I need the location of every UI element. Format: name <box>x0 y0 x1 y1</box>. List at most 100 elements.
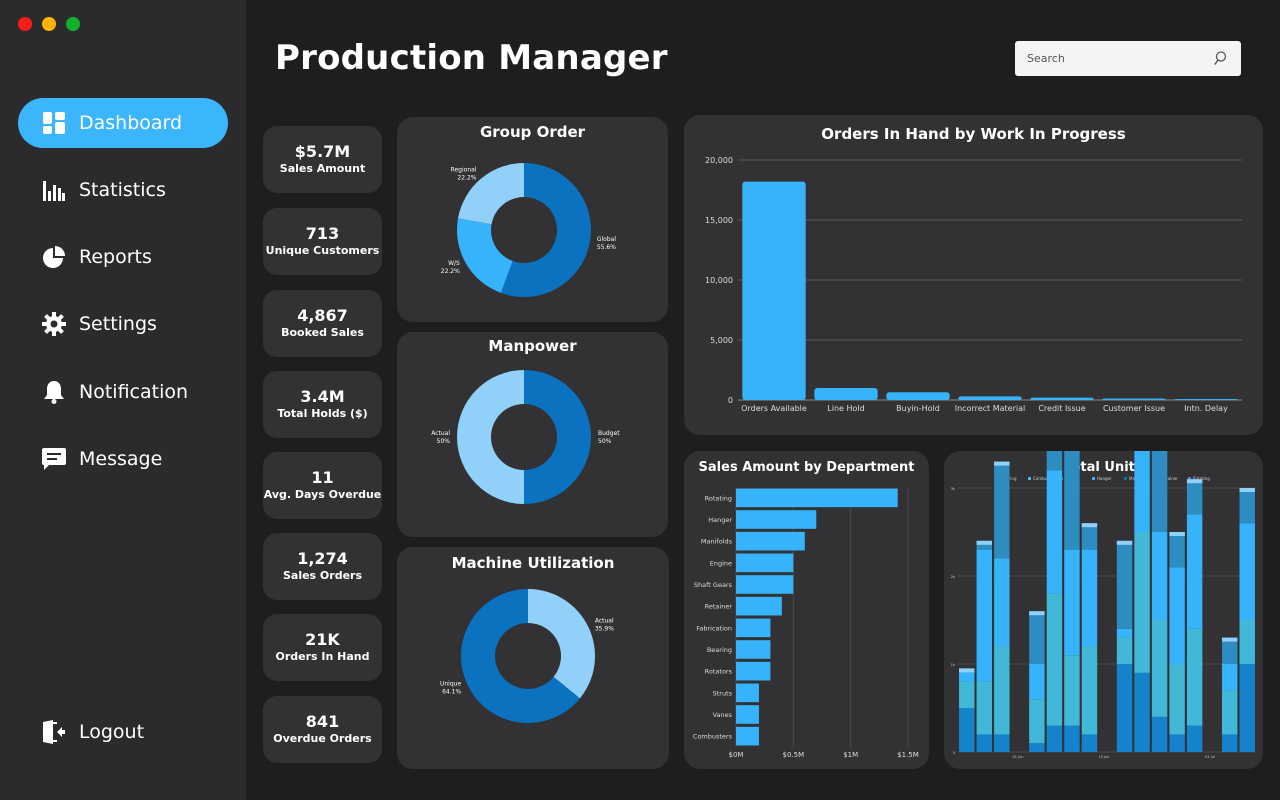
stacked-bar-segment <box>1081 734 1098 752</box>
sidebar-item-label: Notification <box>79 381 189 403</box>
sidebar-item-message[interactable]: Message <box>18 434 228 484</box>
stacked-bar-segment <box>1046 725 1063 752</box>
kpi-value: 841 <box>305 712 340 731</box>
message-icon <box>42 447 66 471</box>
kpi-card-sales-orders: 1,274 Sales Orders <box>263 533 382 600</box>
donut-label-unique: Unique <box>440 681 461 688</box>
window-close-button[interactable] <box>18 17 32 31</box>
x-tick-label: 01 Jul <box>1205 755 1215 759</box>
stacked-bar-segment <box>976 540 993 550</box>
stacked-bar-segment <box>1151 451 1168 532</box>
bar-manifolds <box>736 531 805 551</box>
x-tick-label: Incorrect Material <box>955 404 1025 413</box>
donut-value-regional: 22.2% <box>457 174 476 181</box>
bar-chart-icon <box>42 178 66 202</box>
donut-label-regional: Regional <box>451 166 477 173</box>
bar-buyin-hold <box>886 392 950 400</box>
bar-struts <box>736 683 759 703</box>
sidebar-item-label: Dashboard <box>79 112 183 134</box>
stacked-bar-segment <box>1046 451 1063 471</box>
kpi-label: Sales Orders <box>282 569 363 582</box>
bar-intn-delay <box>1174 399 1238 400</box>
kpi-label: Overdue Orders <box>273 732 372 745</box>
legend-label-rotating: Rotating <box>1193 476 1210 481</box>
donut-slice-actual <box>457 370 524 504</box>
search-icon[interactable] <box>1214 51 1227 66</box>
chart-title: Manpower <box>488 337 577 355</box>
stacked-bar-segment <box>976 681 993 735</box>
kpi-card-unique-customers: 713 Unique Customers <box>263 208 382 275</box>
y-tick-label: 10,000 <box>705 276 733 285</box>
stacked-bar-segment <box>1169 664 1185 735</box>
sidebar-item-label: Statistics <box>79 179 166 201</box>
kpi-card-total-holds: 3.4M Total Holds ($) <box>263 371 382 438</box>
donut-label-w-s: W/S <box>448 260 460 267</box>
stacked-bar-segment <box>1116 628 1133 638</box>
stacked-bar-cap <box>1186 479 1203 484</box>
orders-in-hand-panel: Orders In Hand by Work In Progress 0 5,00… <box>684 115 1263 435</box>
stacked-bar-segment <box>1169 532 1185 568</box>
bar-fabrication <box>736 618 771 638</box>
stacked-bar-segment <box>1169 734 1185 752</box>
donut-slice-global <box>500 163 591 297</box>
y-tick-label: 20,000 <box>705 156 733 165</box>
stacked-bar-segment <box>994 646 1010 735</box>
x-tick-label: Customer Issue <box>1103 404 1165 413</box>
sidebar-item-label: Message <box>79 448 163 470</box>
page-title: Production Manager <box>275 38 668 78</box>
logout-button[interactable]: Logout <box>18 707 228 757</box>
stacked-bar-segment <box>1046 593 1063 726</box>
sales-by-department-bar-chart: $0M $0.5M $1M $1.5M Rotating Hanger Manifolds E… <box>693 487 919 759</box>
stacked-bar-segment <box>1239 664 1255 752</box>
sidebar-item-settings[interactable]: Settings <box>18 299 228 349</box>
search-input[interactable] <box>1027 52 1207 65</box>
chart-title: Group Order <box>479 123 586 141</box>
gear-icon <box>42 312 66 336</box>
bar-credit-issue <box>1030 397 1094 400</box>
search-box[interactable] <box>1015 41 1241 76</box>
sidebar-item-notification[interactable]: Notification <box>18 367 228 417</box>
stacked-bar-cap <box>1239 488 1255 492</box>
window-maximize-button[interactable] <box>66 17 80 31</box>
kpi-value: 3.4M <box>300 387 345 406</box>
stacked-bar-segment <box>976 734 993 752</box>
x-tick-label: 01 Jun <box>1012 755 1023 759</box>
bar-retainer <box>736 596 782 616</box>
kpi-value: 1,274 <box>297 549 348 568</box>
logout-label: Logout <box>79 721 145 743</box>
y-tick-label: Hanger <box>708 516 732 524</box>
stacked-bar-segment <box>1064 655 1080 726</box>
donut-value-actual: 50% <box>437 438 451 445</box>
orders-in-hand-bar-chart: 0 5,000 10,000 15,000 20,000 Orders Available… <box>705 156 1242 413</box>
total-units-stacked-bar-chart: 01k2k3kBearingCombustersEngineHangerMani… <box>951 451 1256 759</box>
legend-swatch-combusters <box>1028 477 1031 480</box>
x-tick-label: Buyin-Hold <box>896 404 940 413</box>
sidebar-item-statistics[interactable]: Statistics <box>18 165 228 215</box>
window-minimize-button[interactable] <box>42 17 56 31</box>
legend-label-combusters: Combusters <box>1033 476 1057 481</box>
chart-title: Total Units <box>1064 460 1143 475</box>
bar-orders-available <box>742 181 806 400</box>
bar-vanes <box>736 705 759 724</box>
y-tick-label: 2k <box>951 575 956 579</box>
sidebar-item-dashboard[interactable]: Dashboard <box>18 98 228 148</box>
stacked-bar-segment <box>1186 514 1203 629</box>
donut-label-actual: Actual <box>431 430 450 437</box>
kpi-value: 4,867 <box>297 306 348 325</box>
legend-label-hanger: Hanger <box>1097 476 1112 481</box>
y-tick-label: Shaft Gears <box>694 581 733 589</box>
legend-swatch-rotating <box>1188 477 1191 480</box>
y-tick-label: 0 <box>953 751 955 755</box>
stacked-bar-cap <box>959 668 975 673</box>
logout-icon <box>42 720 66 744</box>
x-tick-label: $0.5M <box>783 751 805 759</box>
stacked-bar-segment <box>1169 567 1185 664</box>
kpi-label: Orders In Hand <box>275 650 370 663</box>
stacked-bar-cap <box>1081 523 1098 528</box>
stacked-bar-segment <box>1064 549 1080 656</box>
x-tick-label: Line Hold <box>827 404 864 413</box>
sidebar-item-reports[interactable]: Reports <box>18 232 228 282</box>
kpi-label: Unique Customers <box>265 244 380 257</box>
stacked-bar-segment <box>1186 479 1203 515</box>
